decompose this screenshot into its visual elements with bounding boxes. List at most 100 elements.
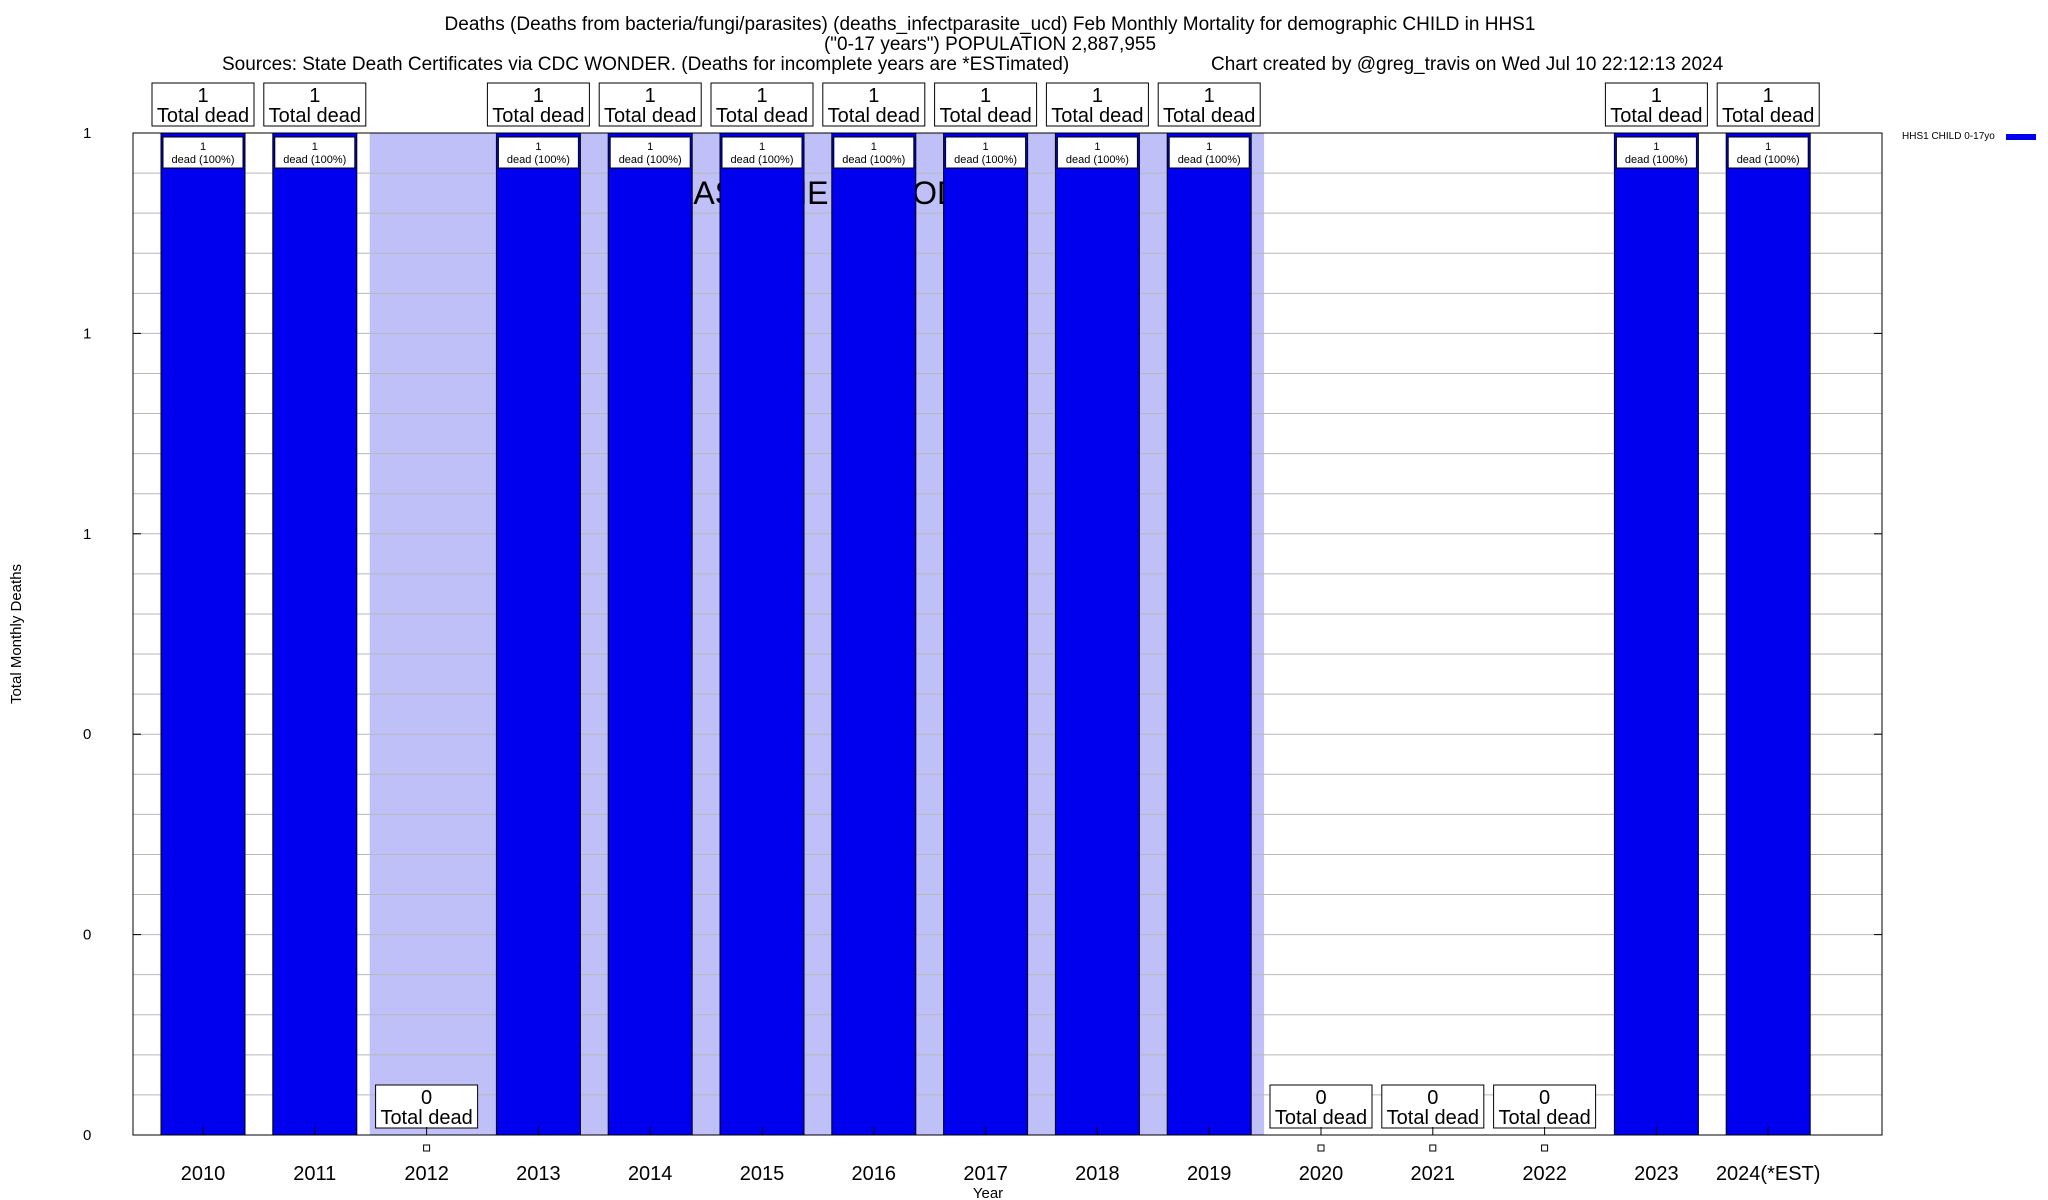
y-tick-label: 0 (83, 1127, 91, 1144)
total-label-text: Total dead (939, 105, 1031, 127)
bar-label-value: 1 (1653, 141, 1659, 153)
bar-label-percent: dead (100%) (172, 154, 235, 166)
y-tick-label: 1 (83, 325, 91, 342)
x-tick-label: 2014 (628, 1163, 673, 1185)
x-tick-label: 2016 (852, 1163, 897, 1185)
total-label-text: Total dead (1610, 105, 1702, 127)
total-label-box (1716, 82, 1820, 127)
total-label-value: 1 (980, 85, 991, 107)
x-tick-label: 2022 (1522, 1163, 1567, 1185)
total-label-box (1604, 82, 1708, 127)
total-label-text: Total dead (1498, 1107, 1590, 1129)
total-label-text: Total dead (157, 105, 249, 127)
x-tick-label: 2015 (740, 1163, 785, 1185)
total-label-text: Total dead (380, 1107, 472, 1129)
y-tick-label: 1 (83, 125, 91, 142)
total-label-value: 0 (1427, 1087, 1438, 1109)
total-label-value: 1 (1204, 85, 1215, 107)
bar (719, 132, 805, 1136)
total-label-value: 0 (1539, 1087, 1550, 1109)
x-tick-label: 2020 (1299, 1163, 1344, 1185)
chart-credit: Chart created by @greg_travis on Wed Jul… (1211, 54, 1724, 75)
total-label-text: Total dead (492, 105, 584, 127)
bar-label-percent: dead (100%) (1737, 154, 1800, 166)
total-label-text: Total dead (716, 105, 808, 127)
bar-label-value: 1 (647, 141, 653, 153)
total-label-box (1157, 82, 1261, 127)
total-label-box (375, 1084, 479, 1129)
bar-label-percent: dead (100%) (1066, 154, 1129, 166)
bar-label-box (1615, 136, 1697, 169)
total-label-text: Total dead (1722, 105, 1814, 127)
total-label-value: 0 (1315, 1087, 1326, 1109)
bar-label-percent: dead (100%) (954, 154, 1017, 166)
total-label-text: Total dead (604, 105, 696, 127)
zero-marker (1317, 1144, 1325, 1152)
total-label-box (598, 82, 702, 127)
x-tick-label: 2010 (181, 1163, 226, 1185)
bar-label-box (162, 136, 244, 169)
bar-label-box (1168, 136, 1250, 169)
bar-label-percent: dead (100%) (507, 154, 570, 166)
bar (607, 132, 693, 1136)
bar-label-percent: dead (100%) (842, 154, 905, 166)
total-label-box (1045, 82, 1149, 127)
total-label-text: Total dead (1275, 1107, 1367, 1129)
chart-subtitle: ("0-17 years") POPULATION 2,887,955 (823, 34, 1157, 55)
bar-label-value: 1 (983, 141, 989, 153)
y-axis-title: Total Monthly Deaths (8, 564, 25, 704)
zero-marker (1429, 1144, 1437, 1152)
total-label-value: 1 (868, 85, 879, 107)
bar-label-value: 1 (1765, 141, 1771, 153)
total-label-text: Total dead (828, 105, 920, 127)
baseline-period-label: BASELINE PERIOD (672, 175, 960, 211)
bar (1725, 132, 1811, 1136)
bar-label-box (274, 136, 356, 169)
bar (831, 132, 917, 1136)
x-tick-label: 2019 (1187, 1163, 1232, 1185)
total-label-box (822, 82, 926, 127)
total-label-box (1493, 1084, 1597, 1129)
x-axis-title: Year (973, 1185, 1003, 1200)
bar-label-value: 1 (200, 141, 206, 153)
bar-label-value: 1 (535, 141, 541, 153)
bar-label-box (1727, 136, 1809, 169)
bar (160, 132, 246, 1136)
bar-label-box (721, 136, 803, 169)
bar (943, 132, 1029, 1136)
x-tick-label: 2012 (404, 1163, 449, 1185)
bar-label-box (1056, 136, 1138, 169)
zero-marker (423, 1144, 431, 1152)
total-label-box (151, 82, 255, 127)
total-label-value: 1 (1763, 85, 1774, 107)
chart-title: Deaths (Deaths from bacteria/fungi/paras… (444, 14, 1536, 35)
bar (1054, 132, 1140, 1136)
total-label-text: Total dead (1051, 105, 1143, 127)
total-label-box (710, 82, 814, 127)
bar-label-value: 1 (1094, 141, 1100, 153)
total-label-box (263, 82, 367, 127)
chart-sources: Sources: State Death Certificates via CD… (222, 54, 1070, 75)
total-label-text: Total dead (1387, 1107, 1479, 1129)
total-label-box (934, 82, 1038, 127)
zero-marker (1541, 1144, 1549, 1152)
total-label-value: 0 (421, 1087, 432, 1109)
total-label-value: 1 (197, 85, 208, 107)
bar-label-box (609, 136, 691, 169)
bar-label-value: 1 (759, 141, 765, 153)
x-tick-label: 2021 (1411, 1163, 1456, 1185)
total-label-value: 1 (533, 85, 544, 107)
total-label-value: 1 (756, 85, 767, 107)
bar (272, 132, 358, 1136)
total-label-value: 1 (1092, 85, 1103, 107)
y-tick-label: 0 (83, 726, 91, 743)
total-label-value: 1 (1651, 85, 1662, 107)
bar-label-box (833, 136, 915, 169)
bar-label-percent: dead (100%) (1625, 154, 1688, 166)
bar-label-value: 1 (871, 141, 877, 153)
total-label-box (486, 82, 590, 127)
bar-label-percent: dead (100%) (731, 154, 794, 166)
bar-label-percent: dead (100%) (283, 154, 346, 166)
bar-label-value: 1 (1206, 141, 1212, 153)
